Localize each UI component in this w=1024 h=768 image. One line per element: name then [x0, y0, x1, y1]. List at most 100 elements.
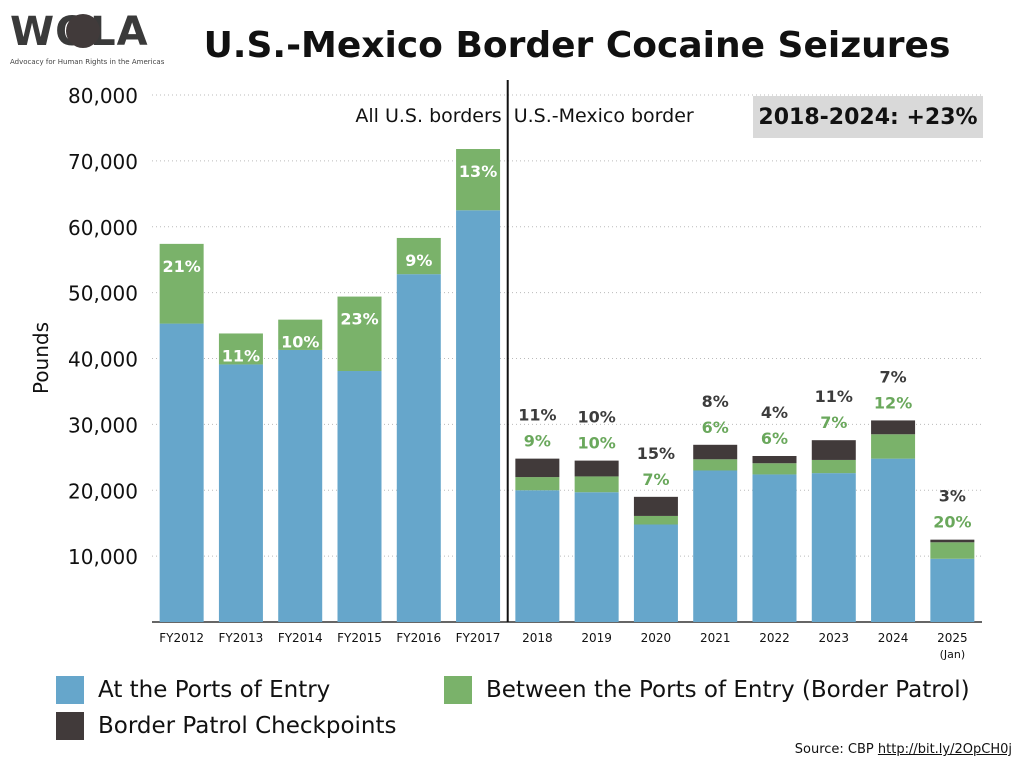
- x-tick-label: FY2017: [456, 631, 501, 645]
- bar-ports: [159, 323, 204, 622]
- x-tick-label: 2025: [937, 631, 968, 645]
- y-tick-label: 50,000: [68, 282, 138, 306]
- between-pct-label: 13%: [459, 162, 497, 181]
- bar-between: [456, 149, 501, 211]
- between-pct-label: 12%: [874, 393, 912, 412]
- bar-between: [871, 434, 916, 459]
- x-tick-label: 2024: [878, 631, 909, 645]
- bar-ports: [871, 458, 916, 622]
- between-pct-label: 9%: [405, 251, 432, 270]
- between-pct-label: 23%: [340, 310, 378, 329]
- y-tick-label: 40,000: [68, 348, 138, 372]
- legend-swatch-checkpoints: [56, 712, 84, 740]
- bar-ports: [218, 364, 263, 622]
- between-pct-label: 11%: [222, 346, 260, 365]
- between-pct-label: 10%: [281, 333, 319, 352]
- legend-label-between: Between the Ports of Entry (Border Patro…: [486, 677, 970, 703]
- bar-checkpoints: [693, 444, 738, 460]
- bar-between: [574, 476, 619, 493]
- checkpoint-pct-label: 3%: [939, 487, 966, 506]
- bar-ports: [337, 371, 382, 622]
- legend-item-checkpoints: Border Patrol Checkpoints: [56, 712, 396, 740]
- wola-logo: WOLA Advocacy for Human Rights in the Am…: [10, 10, 170, 72]
- bar-between: [396, 237, 441, 275]
- checkpoint-pct-label: 8%: [702, 392, 729, 411]
- bar-between: [752, 463, 797, 475]
- between-pct-label: 7%: [820, 413, 847, 432]
- checkpoint-pct-label: 4%: [761, 403, 788, 422]
- x-tick-sublabel: (Jan): [940, 648, 966, 661]
- checkpoint-pct-label: 15%: [637, 444, 675, 463]
- bar-between: [218, 333, 263, 365]
- between-pct-label: 9%: [524, 432, 551, 451]
- period-change-badge: 2018-2024: +23%: [753, 96, 983, 138]
- bar-between: [278, 319, 323, 350]
- y-tick-label: 20,000: [68, 479, 138, 503]
- bar-ports: [693, 470, 738, 622]
- checkpoint-pct-label: 10%: [577, 408, 615, 427]
- between-pct-label: 21%: [162, 257, 200, 276]
- x-tick-label: 2018: [522, 631, 553, 645]
- bar-ports: [930, 558, 975, 622]
- bar-checkpoints: [930, 539, 975, 543]
- legend-item-between: Between the Ports of Entry (Border Patro…: [444, 676, 970, 704]
- legend-label-ports: At the Ports of Entry: [98, 677, 331, 703]
- stacked-bar-chart: 10,000 20,000 30,000 40,000 50,000 60,000 70,0…: [29, 80, 982, 661]
- bar-between: [515, 477, 560, 491]
- bar-between: [159, 243, 204, 324]
- bar-between: [693, 459, 738, 471]
- x-tick-label: FY2012: [159, 631, 204, 645]
- x-tick-label: FY2013: [219, 631, 264, 645]
- bar-ports: [574, 492, 619, 622]
- source-link[interactable]: http://bit.ly/2OpCH0j: [877, 742, 1012, 757]
- bar-checkpoints: [633, 496, 678, 516]
- divider-left-label: All U.S. borders: [355, 105, 501, 127]
- legend-label-checkpoints: Border Patrol Checkpoints: [98, 713, 397, 739]
- bar-ports: [811, 473, 856, 622]
- checkpoint-pct-label: 7%: [879, 367, 906, 386]
- x-tick-label: 2020: [641, 631, 672, 645]
- checkpoint-pct-label: 11%: [815, 387, 853, 406]
- bar-between: [811, 459, 856, 474]
- source-note: Source: CBP http://bit.ly/2OpCH0j: [795, 742, 1012, 757]
- between-pct-label: 7%: [642, 470, 669, 489]
- y-tick-label: 70,000: [68, 150, 138, 174]
- chart-title: U.S.-Mexico Border Cocaine Seizures: [203, 25, 951, 66]
- bar-ports: [752, 474, 797, 622]
- bar-ports: [278, 349, 323, 622]
- bar-checkpoints: [752, 455, 797, 464]
- checkpoint-pct-label: 11%: [518, 406, 556, 425]
- between-pct-label: 6%: [761, 429, 788, 448]
- bar-checkpoints: [871, 420, 916, 435]
- legend-swatch-between: [444, 676, 472, 704]
- logo-tagline: Advocacy for Human Rights in the America…: [10, 58, 165, 66]
- bar-checkpoints: [574, 460, 619, 477]
- between-pct-label: 10%: [577, 434, 615, 453]
- x-tick-label: 2021: [700, 631, 731, 645]
- y-axis-label: Pounds: [29, 322, 53, 394]
- between-pct-label: 20%: [933, 513, 971, 532]
- x-tick-label: 2023: [819, 631, 850, 645]
- source-label: Source: CBP: [794, 742, 874, 757]
- bar-checkpoints: [515, 458, 560, 478]
- legend-swatch-ports: [56, 676, 84, 704]
- bar-ports: [633, 524, 678, 622]
- x-tick-label: 2022: [759, 631, 790, 645]
- x-tick-label: FY2016: [396, 631, 441, 645]
- x-tick-label: 2019: [581, 631, 612, 645]
- x-tick-label: FY2015: [337, 631, 382, 645]
- bar-checkpoints: [811, 440, 856, 460]
- y-tick-label: 10,000: [68, 545, 138, 569]
- x-tick-label: FY2014: [278, 631, 323, 645]
- bar-between: [337, 296, 382, 372]
- divider-right-label: U.S.-Mexico border: [514, 105, 694, 127]
- y-tick-label: 30,000: [68, 413, 138, 437]
- bar-ports: [396, 274, 441, 622]
- y-tick-label: 60,000: [68, 216, 138, 240]
- bar-between: [930, 542, 975, 559]
- chart-legend: At the Ports of Entry Between the Ports …: [56, 676, 1016, 748]
- bar-ports: [515, 490, 560, 622]
- logo-seal-icon: [66, 14, 100, 48]
- between-pct-label: 6%: [702, 418, 729, 437]
- bar-ports: [456, 210, 501, 622]
